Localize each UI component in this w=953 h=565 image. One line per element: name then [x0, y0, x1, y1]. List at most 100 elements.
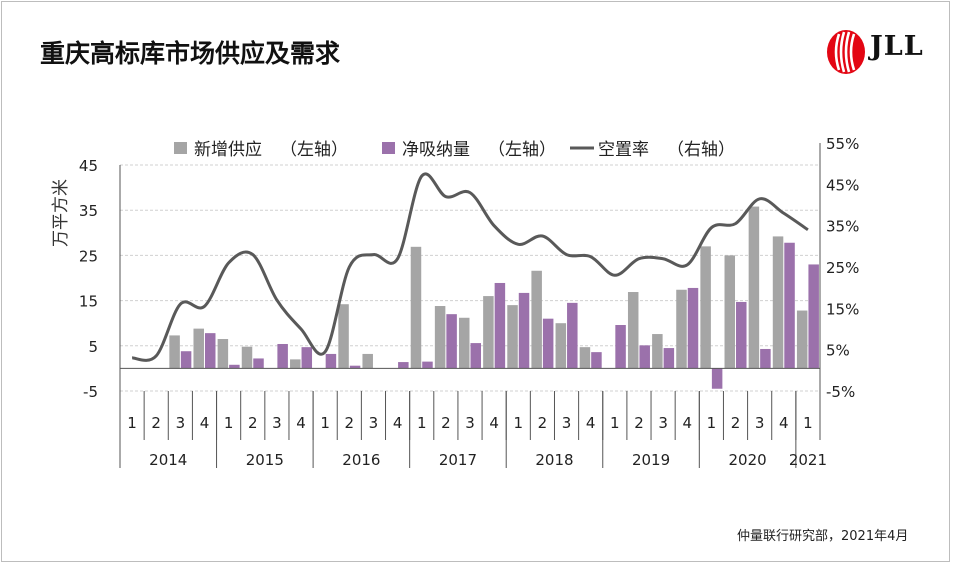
legend: 新增供应 （左轴） 净吸纳量 （左轴） 空置率 （右轴） — [174, 140, 735, 160]
quarter-label: 3 — [272, 414, 282, 432]
vacancy-line-series — [131, 172, 809, 362]
absorption-bar — [808, 264, 819, 369]
page-title: 重庆高标库市场供应及需求 — [40, 39, 341, 68]
year-label: 2016 — [342, 451, 380, 469]
quarter-label: 1 — [224, 414, 234, 432]
supply-bar — [555, 323, 567, 369]
quarter-label: 2 — [345, 414, 355, 432]
supply-bar — [507, 305, 518, 369]
vacancy-line — [131, 172, 809, 362]
quarter-label: 1 — [707, 414, 717, 432]
year-label: 2020 — [728, 451, 766, 469]
jll-logo-icon — [827, 30, 865, 74]
quarter-label: 4 — [586, 414, 596, 432]
year-label: 2017 — [439, 451, 477, 469]
quarter-label: 3 — [465, 414, 475, 432]
absorption-bar — [567, 302, 578, 369]
absorption-bar — [229, 364, 240, 369]
year-label: 2014 — [149, 451, 187, 469]
left-tick-label: 35 — [79, 202, 98, 220]
absorption-bar — [591, 352, 602, 369]
absorption-bar — [494, 282, 506, 369]
absorption-bar — [325, 353, 337, 369]
quarter-label: 1 — [803, 414, 813, 432]
supply-bar — [459, 317, 470, 369]
legend-swatch — [174, 142, 187, 154]
legend-label: 新增供应 — [194, 140, 262, 160]
absorption-bar — [470, 343, 481, 369]
jll-logo: JLL — [826, 28, 926, 78]
right-tick-label: 45% — [826, 176, 859, 194]
absorption-bar — [711, 368, 723, 389]
supply-bar — [338, 304, 349, 369]
absorption-bar — [736, 301, 747, 369]
supply-bar — [748, 206, 760, 369]
quarter-label: 2 — [441, 414, 451, 432]
supply-bar — [531, 270, 542, 369]
absorption-bar — [398, 362, 409, 369]
absorption-bar — [422, 361, 433, 369]
absorption-bar — [542, 318, 554, 369]
quarter-label: 3 — [562, 414, 572, 432]
quarter-label: 2 — [634, 414, 644, 432]
absorption-bar — [663, 348, 675, 369]
supply-bar — [796, 310, 808, 369]
quarter-label: 4 — [393, 414, 403, 432]
right-tick-label: 15% — [826, 300, 859, 318]
supply-bar — [627, 292, 639, 369]
jll-logo-text: JLL — [870, 31, 924, 62]
legend-axis-note: （左轴） — [280, 140, 348, 160]
absorption-bar — [253, 358, 264, 369]
supply-bar — [676, 289, 687, 369]
supply-bar — [193, 328, 204, 369]
absorption-bar — [349, 365, 361, 369]
supply-bar — [169, 335, 180, 369]
absorption-bar — [687, 287, 699, 369]
supply-bar — [410, 246, 422, 369]
supply-bar — [652, 334, 663, 369]
supply-bar — [362, 353, 373, 369]
quarter-label: 1 — [417, 414, 427, 432]
right-tick-label: 25% — [826, 259, 859, 277]
supply-bar — [217, 339, 229, 369]
left-tick-label: 45 — [79, 157, 98, 175]
legend-axis-note: （左轴） — [488, 140, 556, 160]
absorption-bar — [301, 347, 313, 369]
quarter-label: 2 — [248, 414, 258, 432]
quarter-label: 4 — [779, 414, 789, 432]
quarter-label: 1 — [320, 414, 330, 432]
legend-swatch — [382, 142, 395, 154]
legend-label: 净吸纳量 — [402, 140, 470, 160]
quarter-label: 3 — [176, 414, 186, 432]
quarter-label: 2 — [151, 414, 161, 432]
supply-bar — [772, 236, 784, 369]
supply-bar — [290, 359, 301, 369]
quarter-label: 4 — [296, 414, 306, 432]
supply-bar — [700, 246, 711, 369]
absorption-bar — [615, 325, 626, 369]
quarter-label: 3 — [658, 414, 668, 432]
right-tick-label: -5% — [826, 383, 855, 401]
supply-bar — [241, 346, 253, 369]
absorption-bar — [639, 345, 650, 369]
left-tick-label: -5 — [83, 383, 98, 401]
quarter-label: 4 — [200, 414, 210, 432]
left-tick-label: 15 — [79, 293, 98, 311]
absorption-bar — [518, 292, 530, 369]
right-tick-label: 35% — [826, 218, 859, 236]
y-axis-label: 万平方米 — [51, 179, 71, 247]
quarter-label: 4 — [682, 414, 692, 432]
quarter-label: 1 — [610, 414, 620, 432]
bar-series — [169, 206, 819, 389]
quarter-label: 1 — [514, 414, 524, 432]
absorption-bar — [277, 343, 288, 369]
left-tick-label: 25 — [79, 247, 98, 265]
supply-bar — [434, 306, 446, 369]
right-tick-label: 55% — [826, 135, 859, 153]
year-label: 2015 — [246, 451, 284, 469]
legend-label: 空置率 — [598, 140, 649, 160]
quarter-label: 3 — [755, 414, 765, 432]
